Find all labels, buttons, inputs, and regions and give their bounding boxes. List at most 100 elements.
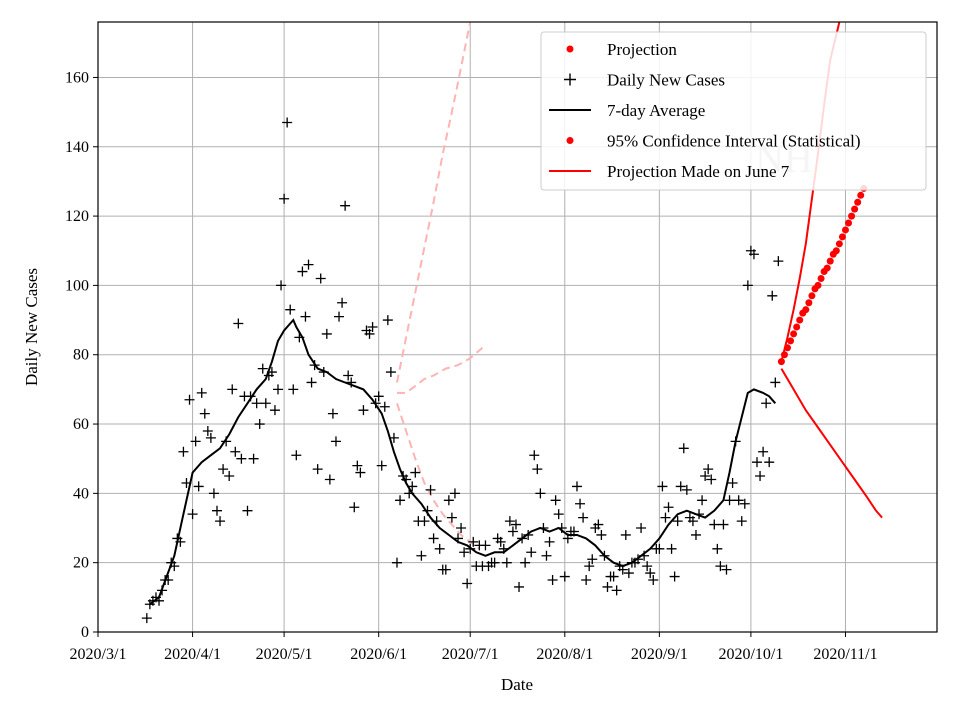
daily-case-marker [416, 550, 427, 561]
y-axis-ticks: 0 20 40 60 80 100 120 140 160 [65, 69, 98, 641]
daily-case-marker [404, 488, 415, 499]
daily-case-marker [422, 505, 433, 516]
projection-point [808, 292, 816, 300]
legend-entry: 7-day Average [549, 101, 705, 120]
daily-case-marker [181, 477, 192, 488]
daily-case-marker [257, 363, 268, 374]
y-tick-label: 0 [81, 624, 89, 641]
daily-case-marker [709, 519, 720, 530]
daily-case-marker [205, 432, 216, 443]
daily-case-marker [672, 516, 683, 527]
daily-case-marker [425, 484, 436, 495]
daily-case-marker [593, 519, 604, 530]
daily-case-marker [510, 519, 521, 530]
june7-projection-line [397, 347, 484, 394]
daily-case-marker [465, 543, 476, 554]
daily-case-marker [568, 526, 579, 537]
daily-case-marker [608, 571, 619, 582]
daily-case-marker [520, 557, 531, 568]
x-axis-title: Date [501, 675, 533, 694]
legend-dot-icon [566, 45, 574, 53]
daily-case-marker [755, 471, 766, 482]
legend-label: 7-day Average [607, 101, 705, 120]
daily-case-marker [410, 467, 421, 478]
daily-case-marker [700, 471, 711, 482]
daily-case-marker [578, 512, 589, 523]
daily-case-marker [584, 561, 595, 572]
daily-case-marker [523, 529, 534, 540]
daily-case-marker [309, 360, 320, 371]
daily-case-marker [224, 471, 235, 482]
daily-case-marker [236, 453, 247, 464]
legend-label: Daily New Cases [607, 71, 725, 90]
daily-case-marker [175, 536, 186, 547]
daily-case-marker [141, 613, 152, 624]
daily-case-marker [675, 481, 686, 492]
daily-case-marker [230, 446, 241, 457]
daily-case-marker [364, 328, 375, 339]
daily-case-marker [291, 450, 302, 461]
daily-case-marker [233, 318, 244, 329]
legend-entry: 95% Confidence Interval (Statistical) [566, 132, 861, 151]
daily-case-marker [715, 561, 726, 572]
daily-case-marker [562, 533, 573, 544]
projection-point [838, 233, 846, 241]
daily-case-marker [721, 564, 732, 575]
daily-case-marker [645, 568, 656, 579]
x-tick-label: 2020/5/1 [256, 646, 313, 663]
daily-case-marker [736, 516, 747, 527]
daily-case-marker [556, 523, 567, 534]
daily-case-marker [541, 550, 552, 561]
daily-case-marker [681, 484, 692, 495]
daily-case-marker [178, 446, 189, 457]
daily-case-marker [227, 384, 238, 395]
june7-projection-line [396, 21, 472, 383]
daily-case-marker [260, 398, 271, 409]
daily-case-marker [733, 495, 744, 506]
projection-point [823, 264, 831, 272]
daily-case-marker [190, 436, 201, 447]
daily-case-marker [742, 280, 753, 291]
daily-case-marker [596, 529, 607, 540]
daily-case-marker [538, 523, 549, 534]
projection-point [841, 226, 849, 234]
daily-case-marker [428, 533, 439, 544]
daily-case-marker [245, 391, 256, 402]
y-tick-label: 140 [65, 139, 89, 156]
daily-case-marker [690, 529, 701, 540]
daily-case-marker [449, 488, 460, 499]
legend-entry: Daily New Cases [564, 71, 725, 90]
projection-point [851, 205, 859, 213]
confidence-interval-line [780, 368, 883, 519]
daily-case-marker [367, 322, 378, 332]
daily-case-marker [507, 526, 518, 537]
daily-case-marker [321, 328, 332, 339]
daily-case-marker [767, 290, 778, 301]
daily-case-marker [385, 367, 396, 378]
daily-case-marker [169, 561, 180, 572]
daily-case-marker [395, 495, 406, 506]
projection-point [805, 299, 813, 307]
daily-case-marker [620, 529, 631, 540]
y-tick-label: 20 [73, 555, 89, 572]
june7-projection-line [396, 402, 480, 550]
daily-case-marker [276, 280, 287, 291]
daily-case-marker [559, 571, 570, 582]
daily-case-marker [712, 543, 723, 554]
daily-case-marker [315, 273, 326, 284]
daily-case-marker [587, 554, 598, 565]
daily-case-marker [318, 367, 329, 378]
daily-case-marker [215, 516, 226, 527]
daily-case-marker [654, 543, 665, 554]
daily-case-marker [648, 575, 659, 586]
daily-case-marker [517, 533, 528, 544]
daily-case-marker [440, 564, 451, 575]
daily-case-marker [553, 509, 564, 520]
daily-case-marker [770, 377, 781, 388]
daily-case-marker [294, 332, 305, 343]
daily-case-marker [376, 460, 387, 471]
daily-case-marker [211, 505, 222, 516]
x-axis-ticks: 2020/3/1 2020/4/1 2020/5/1 2020/6/1 2020/7/1… [70, 632, 878, 663]
daily-case-marker [254, 419, 265, 430]
